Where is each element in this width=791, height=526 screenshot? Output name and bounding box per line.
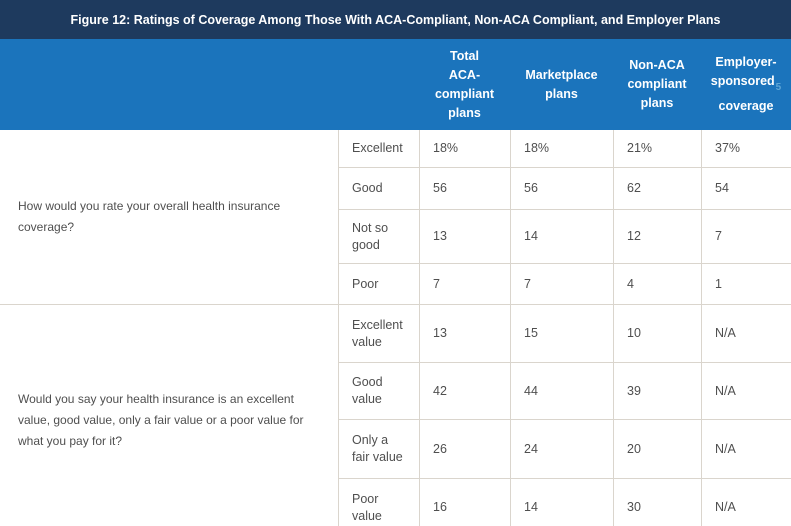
value-cell: 54 [701,167,791,209]
header-spacer-rating-column [338,39,419,130]
value-cell: 56 [419,167,510,209]
question-cell: Would you say your health insurance is a… [18,392,304,448]
value-cell: 10 [613,305,701,362]
header-line: plans [640,96,674,110]
question-section-coverage-rating: How would you rate your overall health i… [0,130,791,304]
rating-label-only-a-fair-value: Only a fair value [338,419,419,478]
header-line: ACA- [448,67,481,82]
rating-label-excellent-value: Excellent value [338,305,419,362]
rating-label-poor-value: Poor value [338,478,419,526]
value-cell: 56 [510,167,613,209]
header-line: plans [545,86,578,101]
value-cell: 13 [419,209,510,263]
value-cell: 7 [510,263,613,304]
value-cell: 39 [613,362,701,419]
value-cell: 13 [419,305,510,362]
column-header-non-aca-compliant-plans: Non-ACA compliant plans [613,39,701,130]
value-cell: 7 [419,263,510,304]
figure-title: Figure 12: Ratings of Coverage Among Tho… [0,0,791,39]
value-cell: N/A [701,419,791,478]
rating-label-poor: Poor [338,263,419,304]
question-section-value-rating: Would you say your health insurance is a… [0,304,791,526]
value-cell: 44 [510,362,613,419]
value-cell: 16 [419,478,510,526]
header-line: coverage [718,99,774,113]
value-cell: N/A [701,305,791,362]
header-line: sponsored5 [711,72,781,97]
value-cell: 18% [419,130,510,167]
value-cell: 24 [510,419,613,478]
question-cell: How would you rate your overall health i… [18,199,281,234]
value-cell: 37% [701,130,791,167]
header-line: Non-ACA [629,58,685,72]
value-cell: 21% [613,130,701,167]
value-cell: 15 [510,305,613,362]
value-cell: 30 [613,478,701,526]
value-cell: 14 [510,209,613,263]
value-cell: 62 [613,167,701,209]
rating-label-not-so-good: Not so good [338,209,419,263]
value-cell: N/A [701,478,791,526]
footnote-marker-5: 5 [775,82,782,93]
header-line: compliant [434,86,495,101]
column-header-marketplace-plans: Marketplace plans [510,39,613,130]
value-cell: 14 [510,478,613,526]
rating-label-good-value: Good value [338,362,419,419]
column-header-total-aca-compliant-plans: Total ACA- compliant plans [419,39,510,130]
value-cell: 1 [701,263,791,304]
header-spacer-question-column [0,39,338,130]
value-cell: 26 [419,419,510,478]
header-line: plans [448,105,481,120]
value-cell: 18% [510,130,613,167]
header-line: Employer- [715,55,777,69]
column-header-employer-sponsored-coverage: Employer- sponsored5 coverage [701,39,791,130]
header-line: Total [450,48,479,63]
value-cell: 42 [419,362,510,419]
table-header-row: Total ACA- compliant plans Marketplace p… [0,39,791,130]
rating-label-excellent: Excellent [338,130,419,167]
header-line: Marketplace [525,67,598,82]
value-cell: 4 [613,263,701,304]
header-line-text: sponsored [710,74,775,88]
value-cell: 12 [613,209,701,263]
value-cell: 20 [613,419,701,478]
rating-label-good: Good [338,167,419,209]
header-line: compliant [627,77,687,91]
value-cell: N/A [701,362,791,419]
value-cell: 7 [701,209,791,263]
